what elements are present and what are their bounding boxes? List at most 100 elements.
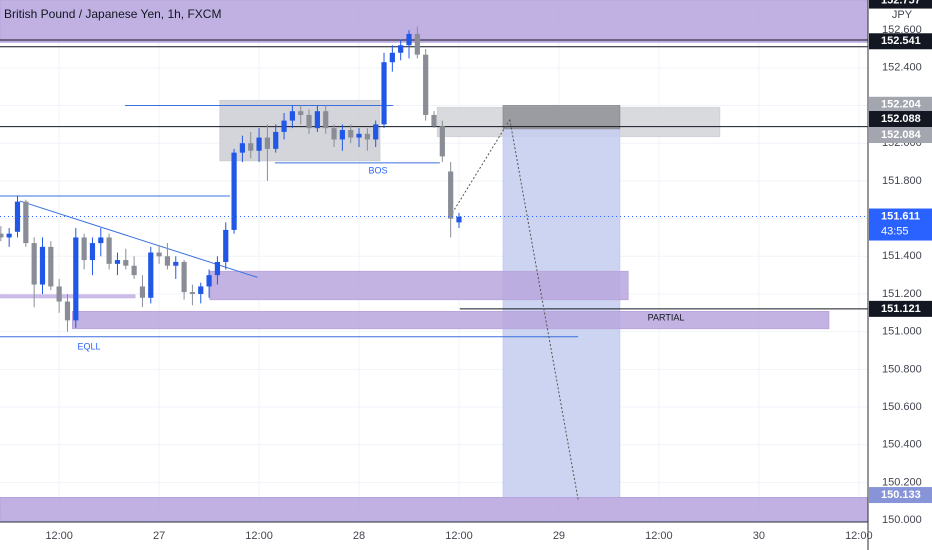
y-tick-label: 150.800 [882,363,922,375]
candle-body [6,233,12,238]
drawn-line [19,200,258,278]
annotation-partial: PARTIAL [648,312,685,322]
zone [0,497,869,523]
price-axis [868,0,932,550]
candle-body [81,237,87,261]
candle-body [298,111,304,115]
time-axis [0,522,868,550]
candle-body [356,133,362,138]
candle-body [389,52,395,63]
price-tag-label: 152.088 [881,113,921,125]
candle-body [364,133,370,140]
candle-body [31,243,37,285]
price-tag [869,127,932,144]
countdown: 43:55 [881,225,909,237]
candle-body [289,111,295,121]
x-tick-label: 12:00 [245,530,273,542]
chart-title: British Pound / Japanese Yen, 1h, FXCM [4,7,221,21]
candle-body [339,130,345,140]
price-tag [869,487,932,504]
candle-body [106,237,112,264]
candle-body [64,301,71,321]
price-tag [869,111,932,128]
candle-body [139,286,146,298]
candle-body [131,265,137,276]
candle-body [264,137,270,149]
candle-body [431,114,437,127]
candle-body [189,292,196,294]
zone [71,311,830,330]
candle-body [223,229,229,262]
x-tick-label: 30 [753,530,765,542]
price-tag-label: 151.611 [881,210,920,222]
candle-body [323,111,329,129]
price-tag [869,208,932,241]
candle-body [314,111,320,129]
candle-body [214,261,221,276]
candle-body [331,128,337,140]
y-tick-label: 150.000 [882,514,922,526]
candle-body [23,201,29,244]
candle-body [89,243,96,261]
x-tick-label: 28 [353,530,365,542]
price-tag-label: 152.757 [881,0,921,6]
candle-body [181,261,187,293]
candle-body [73,237,79,321]
candle-body [123,260,129,266]
y-tick-label: 150.600 [882,401,922,413]
candle-body [381,62,387,125]
candle-body [306,114,312,129]
candle-body [373,124,379,140]
price-tag-label: 152.204 [881,99,922,111]
candle-body [198,286,204,294]
zone [209,270,629,301]
x-tick-label: 27 [153,530,165,542]
annotation-eqll: EQLL [77,341,100,351]
candle-body [231,152,237,230]
candle-body [206,275,212,287]
candle-body [98,237,104,244]
x-tick-label: 12:00 [45,530,73,542]
candle-body [281,120,287,132]
y-tick-label: 151.400 [882,250,922,262]
price-tag-label: 152.084 [881,129,922,141]
y-tick-label: 150.200 [882,476,922,488]
candle-body [406,33,412,46]
x-tick-label: 12:00 [645,530,673,542]
y-tick-label: 151.200 [882,288,922,300]
candle-body [398,45,404,53]
price-tag [869,0,932,9]
candle-body [239,143,246,153]
candle-body [148,252,154,298]
candle-body [448,171,454,219]
candle-body [14,201,21,232]
y-tick-label: 151.000 [882,326,922,338]
x-tick-label: 29 [553,530,565,542]
y-tick-label: 152.600 [882,24,922,36]
drawn-line [509,119,579,500]
candle-body [256,137,262,151]
currency-label: JPY [892,9,913,21]
candle-body [56,286,62,302]
price-tag-label: 151.121 [881,303,921,315]
candle-body [248,143,254,151]
price-tag [869,96,932,113]
candle-body [156,252,162,257]
candle-body [348,130,354,138]
candle-body [423,54,429,115]
plot-area [0,0,869,523]
candle-body [39,246,46,285]
price-tag [869,300,932,317]
candle-body [273,131,279,149]
x-tick-label: 12:00 [445,530,473,542]
candle-body [173,261,179,266]
price-tag-label: 150.133 [881,489,921,501]
annotation-bos: BOS [368,165,387,175]
price-tag [869,33,932,50]
candle-body [414,33,420,55]
y-tick-label: 152.400 [882,62,922,74]
candle-body [0,233,4,238]
candle-body [439,126,445,157]
zone [502,105,621,130]
